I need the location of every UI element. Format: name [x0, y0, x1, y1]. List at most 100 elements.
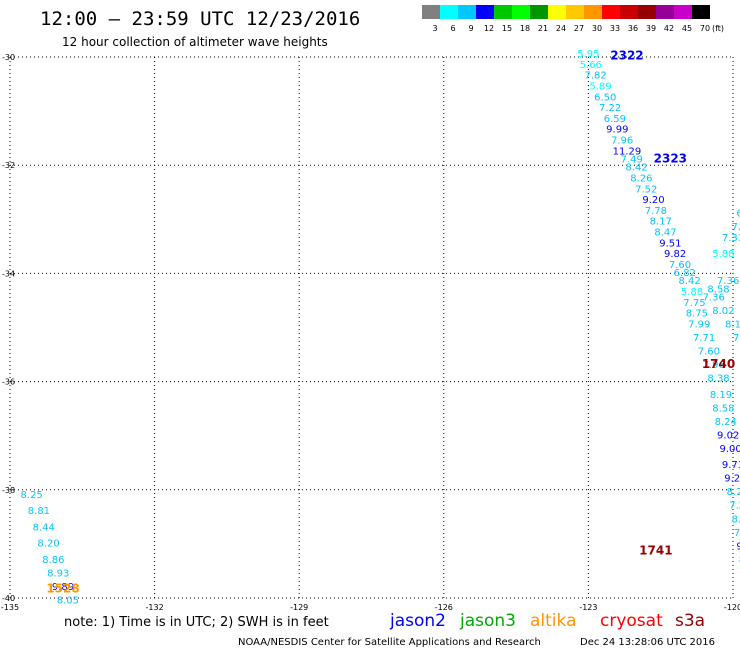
- page-subtitle: 12 hour collection of altimeter wave hei…: [62, 35, 328, 49]
- colorbar-unit: (ft): [712, 24, 724, 33]
- wave-height-value: 5.88: [681, 287, 703, 298]
- wave-height-value: 5.88: [712, 249, 734, 260]
- wave-height-value: 7.60: [669, 260, 691, 271]
- colorbar-label: 24: [556, 24, 566, 33]
- wave-height-value: 8.05: [57, 595, 79, 606]
- colorbar-label: 42: [664, 24, 674, 33]
- wave-height-value: 7.96: [611, 136, 633, 147]
- x-tick-label: -129: [290, 603, 308, 612]
- colorbar-swatch: [476, 5, 494, 19]
- wave-height-value: 8.69: [739, 555, 740, 566]
- map-grid: [9, 56, 734, 599]
- wave-height-value: 6.50: [594, 92, 616, 103]
- colorbar-label: 33: [610, 24, 620, 33]
- wave-height-value: 7.: [733, 333, 740, 344]
- wave-height-value: 7.65: [734, 528, 740, 539]
- pass-labels: 2322 2323 1740 1741 1528: [46, 49, 735, 596]
- colorbar-swatch: [620, 5, 638, 19]
- wave-height-value: 8.21: [727, 487, 740, 498]
- wave-height-value: 9.99: [606, 125, 628, 136]
- wave-height-value: 9.51: [659, 238, 681, 249]
- legend-entry: s3a: [675, 611, 705, 631]
- colorbar-swatch: [674, 5, 692, 19]
- wave-height-value: 7.36: [703, 292, 725, 303]
- wave-height-value: 8.81: [28, 506, 50, 517]
- wave-height-value: 6.50: [736, 209, 740, 220]
- wave-height-value: 9.73: [722, 460, 740, 471]
- pass-label: 2322: [610, 49, 643, 63]
- colorbar-swatch: [602, 5, 620, 19]
- colorbar-swatch: [638, 5, 656, 19]
- wave-height-value: 11.29: [613, 146, 642, 157]
- wave-height-value: 8.25: [21, 490, 43, 501]
- colorbar-swatch: [692, 5, 710, 19]
- colorbar-swatch: [422, 5, 440, 19]
- wave-height-value: 8.19: [710, 390, 732, 401]
- page-title: 12:00 – 23:59 UTC 12/23/2016: [40, 8, 360, 30]
- wave-height-value: 5.95: [577, 49, 599, 60]
- colorbar-swatch: [494, 5, 512, 19]
- wave-height-value: 9.89: [52, 582, 74, 593]
- colorbar-label: 45: [682, 24, 692, 33]
- colorbar-label: 18: [520, 24, 530, 33]
- y-tick-label: -30: [2, 53, 15, 62]
- wave-height-value: 8.65: [732, 514, 740, 525]
- wave-height-value: 7.71: [693, 333, 715, 344]
- wave-height-value: 9.20: [642, 195, 664, 206]
- colorbar-label: 36: [628, 24, 638, 33]
- wave-height-value: 8.24: [715, 417, 737, 428]
- legend-entry: altika: [530, 611, 577, 631]
- wave-height-value: 5.89: [589, 81, 611, 92]
- wave-height-value: 8.42: [678, 276, 700, 287]
- wave-height-value: 8.17: [650, 217, 672, 228]
- wave-height-value: 7.36: [717, 276, 739, 287]
- wave-height-value: 8.47: [654, 228, 676, 239]
- colorbar: 3 6 9 12 15 18 21 24 27 30 33 36 39 42 45 70 (ft): [422, 5, 724, 33]
- wave-height-value: 8.20: [37, 539, 59, 550]
- x-tick-label: -126: [435, 603, 453, 612]
- colorbar-swatch: [530, 5, 548, 19]
- wave-height-value: 7.78: [645, 206, 667, 217]
- y-tick-label: -32: [2, 161, 15, 170]
- y-tick-label: -40: [2, 594, 15, 603]
- colorbar-label: 12: [484, 24, 494, 33]
- y-tick-label: -36: [2, 378, 15, 387]
- colorbar-label: 70: [700, 24, 710, 33]
- wave-height-value: 8.75: [686, 309, 708, 320]
- wave-height-value: 8.86: [42, 555, 64, 566]
- wave-height-value: 8.58: [712, 403, 734, 414]
- colorbar-label: 21: [538, 24, 548, 33]
- colorbar-swatch: [458, 5, 476, 19]
- colorbar-label: 27: [574, 24, 584, 33]
- wave-height-value: 8.26: [630, 173, 652, 184]
- colorbar-label: 6: [450, 24, 455, 33]
- pass-label: 2323: [654, 151, 687, 165]
- wave-height-value: 6.82: [674, 268, 696, 279]
- y-tick-label: -34: [2, 269, 15, 278]
- wave-height-value: 9.26: [724, 474, 740, 485]
- wave-height-value: 8.93: [47, 568, 69, 579]
- legend-entry: jason3: [459, 611, 516, 631]
- x-tick-label: -123: [579, 603, 597, 612]
- wave-height-value: 8.1: [725, 320, 740, 331]
- footer-timestamp: Dec 24 13:28:06 UTC 2016: [580, 637, 715, 648]
- wave-height-value: 8.44: [33, 522, 55, 533]
- colorbar-label: 9: [468, 24, 473, 33]
- wave-height-value: 7.75: [683, 298, 705, 309]
- wave-height-points: 5.955.667.825.896.507.226.599.997.9611.2…: [21, 49, 740, 606]
- colorbar-label: 3: [432, 24, 437, 33]
- x-tick-label: -120: [724, 603, 740, 612]
- colorbar-swatch: [548, 5, 566, 19]
- wave-height-value: 7.21: [729, 501, 740, 512]
- satellite-legend: jason2 jason3 altika cryosat s3a: [389, 611, 705, 631]
- pass-label: 1528: [46, 582, 79, 596]
- legend-entry: jason2: [389, 611, 446, 631]
- wave-height-value: 7.49: [621, 154, 643, 165]
- footnote: note: 1) Time is in UTC; 2) SWH is in fe…: [64, 615, 329, 630]
- x-tick-label: -132: [146, 603, 164, 612]
- wave-height-value: 9.00: [719, 444, 740, 455]
- wave-height-value: 7.31: [722, 233, 740, 244]
- colorbar-swatch: [566, 5, 584, 19]
- x-tick-label: -135: [1, 603, 19, 612]
- wave-height-value: 8.58: [707, 284, 729, 295]
